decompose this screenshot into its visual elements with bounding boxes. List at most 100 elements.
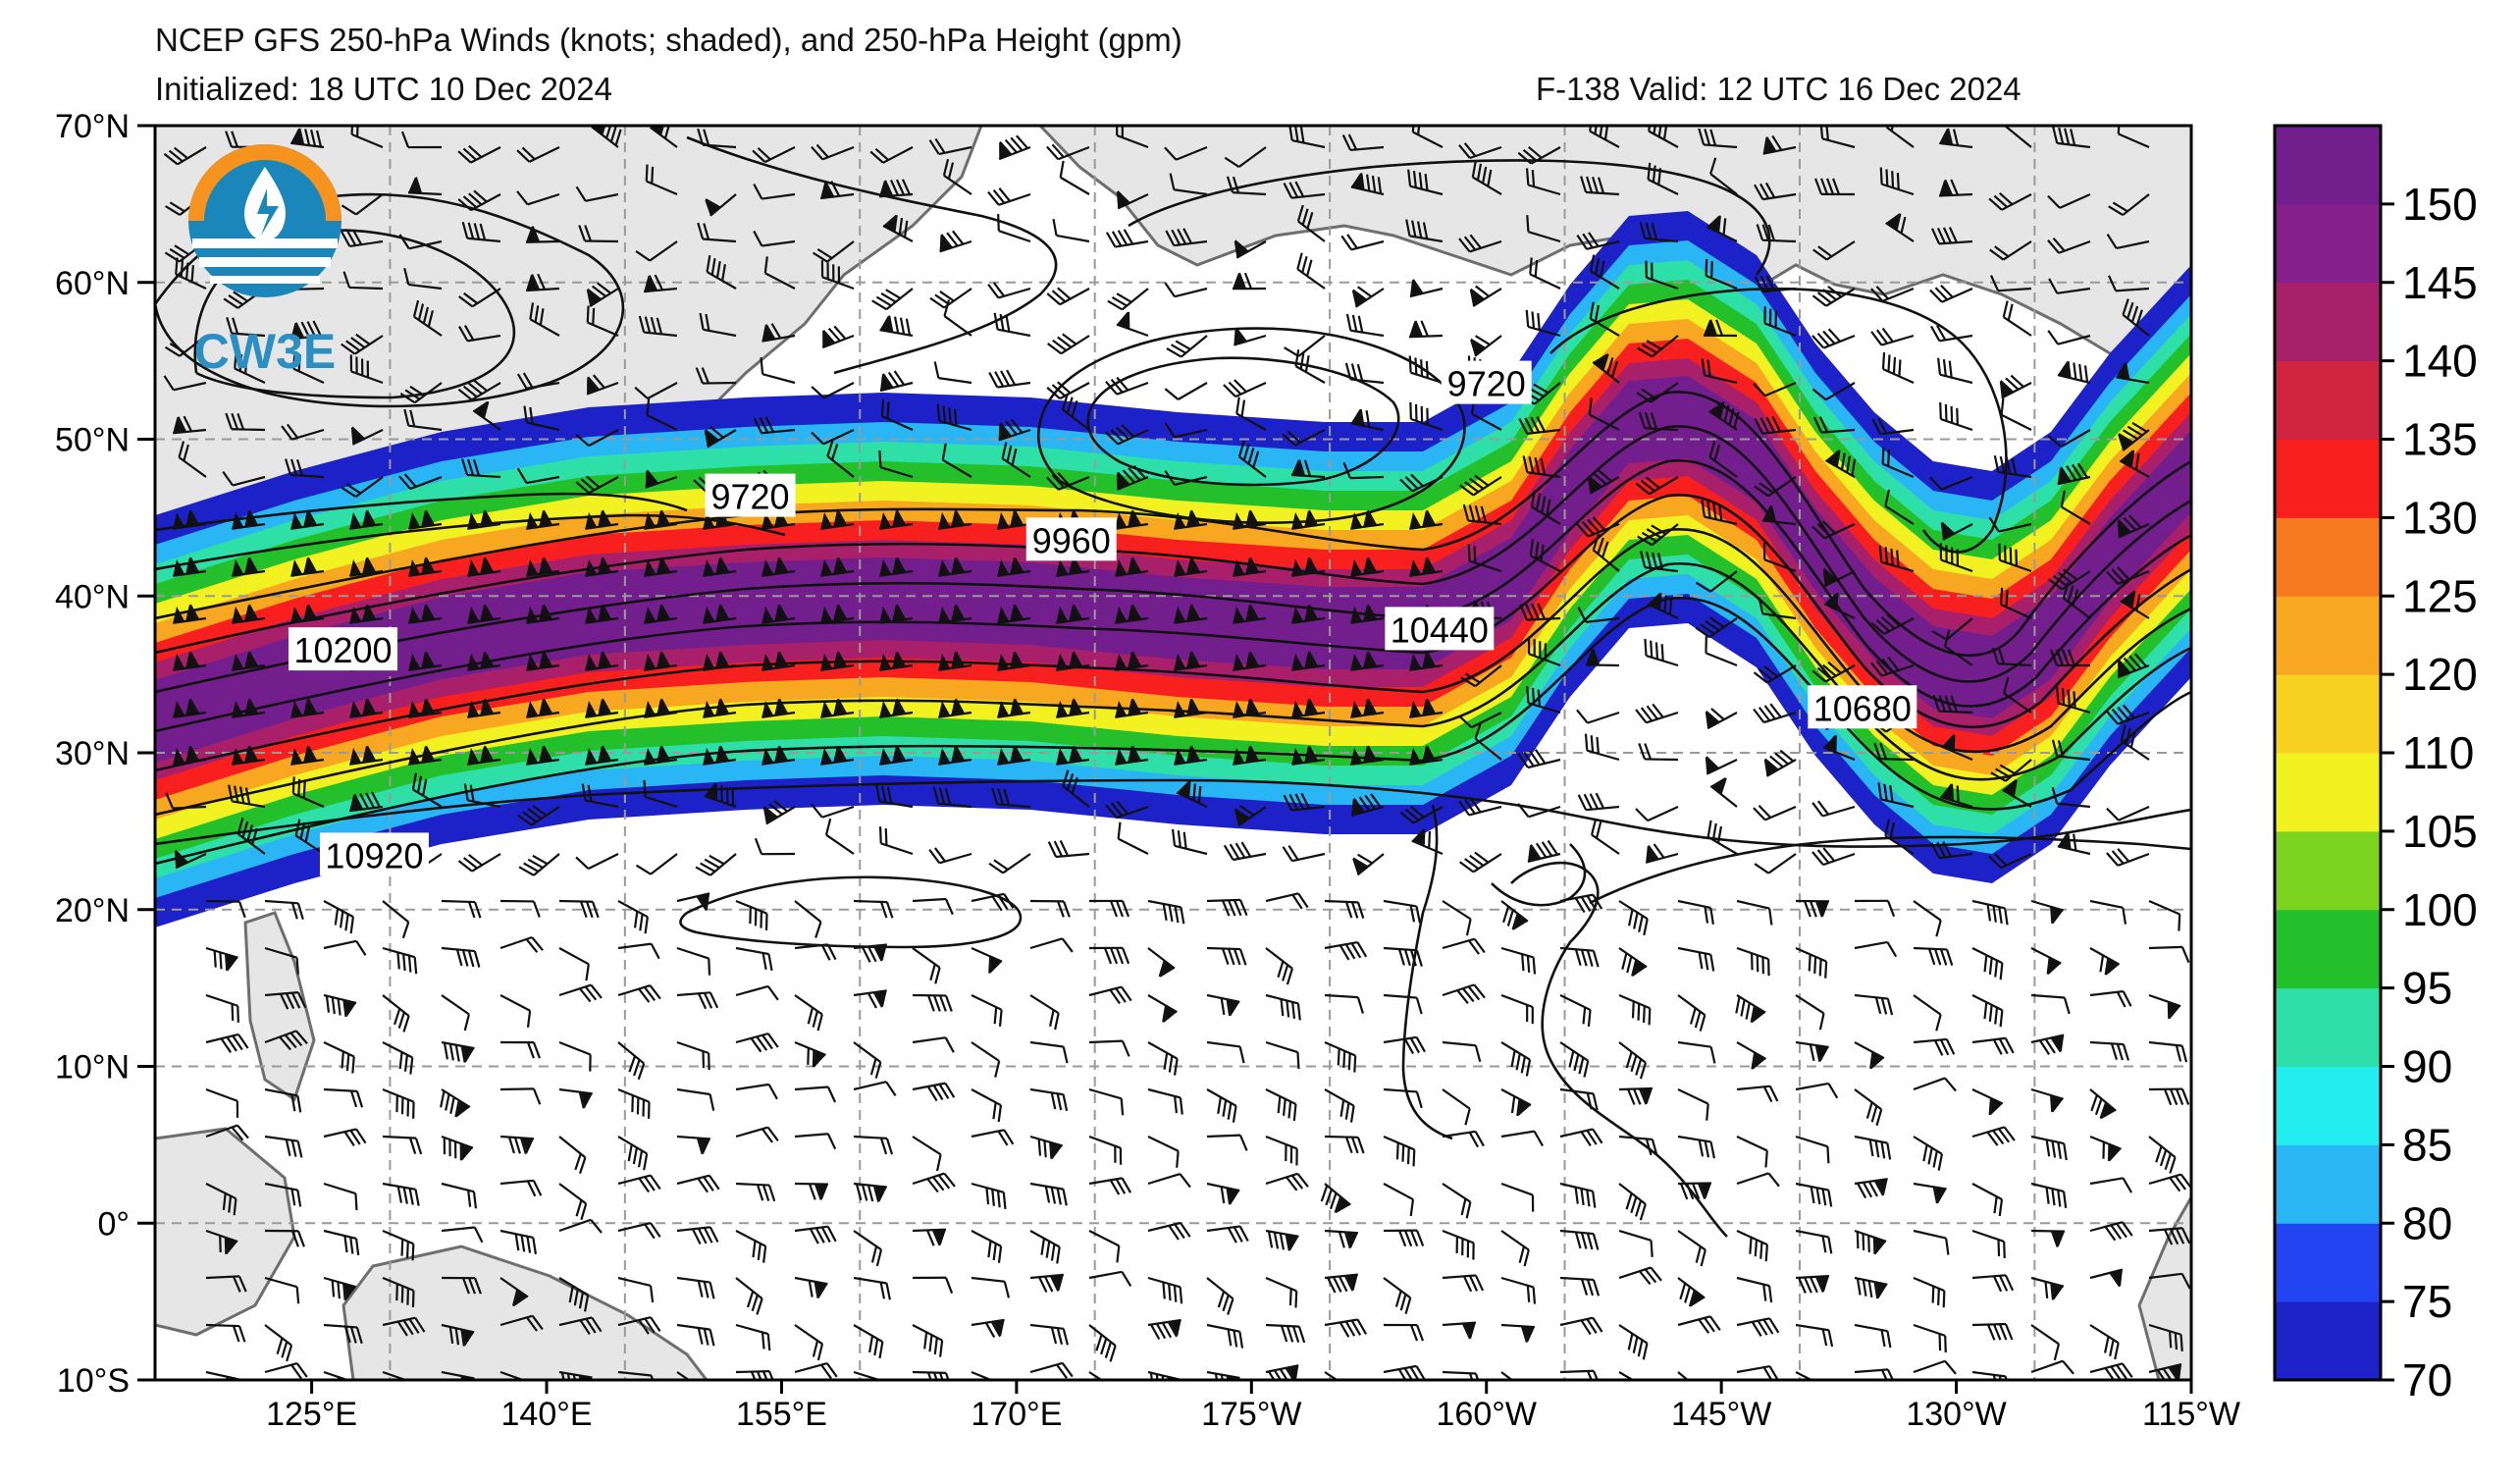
wind-barb xyxy=(761,556,796,577)
wind-barb xyxy=(2056,686,2091,715)
wind-barb xyxy=(1105,376,1149,396)
wind-barb xyxy=(2030,1135,2068,1161)
wind-barb xyxy=(174,849,207,870)
wind-barb xyxy=(1047,333,1090,355)
wind-barb xyxy=(2030,899,2064,925)
colorbar-segment xyxy=(2275,282,2381,362)
wind-barb xyxy=(1939,401,1973,432)
wind-barb xyxy=(1698,128,1738,149)
wind-barb xyxy=(457,379,501,401)
wind-barb xyxy=(323,1128,367,1146)
wind-barb xyxy=(2148,1323,2183,1351)
wind-barb xyxy=(441,994,471,1032)
contour-label-bg xyxy=(1441,360,1532,404)
longitude-tick-label: 125°E xyxy=(266,1396,357,1433)
wind-barb xyxy=(1500,1371,1529,1380)
wind-barb xyxy=(1754,275,1797,293)
wind-barb xyxy=(1736,1136,1768,1168)
wind-barb xyxy=(516,467,560,485)
wind-barb xyxy=(1500,1182,1535,1212)
wind-barb xyxy=(457,189,501,212)
wind-barb xyxy=(1618,1183,1647,1221)
colorbar-tick-label: 145 xyxy=(2402,257,2478,308)
wind-barb xyxy=(878,826,914,856)
wind-barb xyxy=(164,335,207,357)
wind-barb xyxy=(1870,327,1915,346)
wind-barb xyxy=(349,604,384,624)
wind-barb xyxy=(2148,1040,2188,1063)
wind-barb xyxy=(2089,989,2132,1008)
wind-barb xyxy=(350,426,384,446)
wind-barb xyxy=(1526,686,1561,715)
wind-barb xyxy=(1409,401,1444,432)
wind-barb xyxy=(232,745,266,766)
wind-barb xyxy=(1147,899,1185,925)
wind-barb xyxy=(1854,899,1896,918)
longitude-tick-label: 130°W xyxy=(1906,1396,2006,1433)
wind-barb xyxy=(703,651,737,671)
wind-barb xyxy=(1174,604,1208,624)
wind-barb xyxy=(2002,779,2032,808)
wind-barb xyxy=(1639,222,1679,243)
wind-barb xyxy=(516,190,560,206)
initialized-time: Initialized: 18 UTC 10 Dec 2024 xyxy=(155,71,612,107)
wind-barb xyxy=(1500,1276,1537,1304)
wind-barb xyxy=(1529,257,1561,290)
wind-barb xyxy=(1265,1088,1297,1122)
wind-barb xyxy=(264,1229,305,1247)
height-contour xyxy=(1510,861,1728,1238)
colorbar-segment xyxy=(2275,830,2381,911)
wind-barb xyxy=(294,819,325,855)
colorbar-tick-label: 105 xyxy=(2402,806,2478,857)
wind-barb xyxy=(1408,320,1444,339)
colorbar-segment xyxy=(2275,1301,2381,1381)
wind-barb xyxy=(1233,745,1267,766)
wind-barb xyxy=(1854,1041,1885,1070)
wind-barb xyxy=(853,1081,897,1097)
wind-barb xyxy=(1762,543,1797,573)
wind-barb xyxy=(1592,353,1620,384)
wind-barb xyxy=(323,1182,358,1211)
wind-barb xyxy=(936,403,972,432)
wind-barb xyxy=(1635,476,1679,496)
cw3e-logo: CW3E xyxy=(188,144,341,379)
wind-barb xyxy=(645,164,678,196)
wind-barb xyxy=(1588,397,1620,431)
wind-barb xyxy=(2148,945,2190,964)
wind-barb xyxy=(617,1316,661,1335)
wind-barb xyxy=(1522,455,1561,479)
colorbar-segment xyxy=(2275,1144,2381,1224)
colorbar-tick-label: 75 xyxy=(2402,1276,2452,1327)
longitude-labels: 125°E 140°E 155°E 170°E 175°W 160°W 145°W 130°W… xyxy=(266,1380,2240,1433)
wind-barb xyxy=(1344,362,1385,385)
wind-barb xyxy=(1559,1087,1599,1111)
wind-barb xyxy=(408,698,443,718)
wind-barb xyxy=(1324,940,1368,961)
wind-barb xyxy=(2004,126,2032,148)
wind-barb xyxy=(1736,1317,1780,1337)
wind-barb xyxy=(1320,1183,1351,1214)
wind-barb xyxy=(1383,1323,1425,1342)
wind-barb xyxy=(1559,1041,1590,1078)
wind-barb xyxy=(2002,300,2032,337)
wind-barb xyxy=(1409,509,1444,530)
wind-barb xyxy=(290,556,325,577)
wind-barb xyxy=(875,784,914,809)
wind-barb xyxy=(1062,769,1090,808)
wind-barb xyxy=(163,375,207,392)
wind-barb xyxy=(1822,734,1856,762)
contour-label-bg xyxy=(1025,517,1117,561)
wind-barb xyxy=(1580,176,1620,196)
wind-barb xyxy=(762,800,796,825)
wind-barb xyxy=(2030,1229,2066,1247)
wind-barb xyxy=(1705,636,1738,667)
wind-barb xyxy=(971,994,1003,1027)
wind-barb xyxy=(2030,947,2062,976)
wind-barb xyxy=(735,1126,779,1143)
wind-barb xyxy=(1115,604,1149,624)
wind-barb xyxy=(1324,1371,1354,1380)
colorbar-segment xyxy=(2275,126,2381,205)
wind-barb xyxy=(1795,1323,1834,1348)
wind-barb xyxy=(1169,173,1208,196)
wind-barb xyxy=(1233,556,1267,577)
